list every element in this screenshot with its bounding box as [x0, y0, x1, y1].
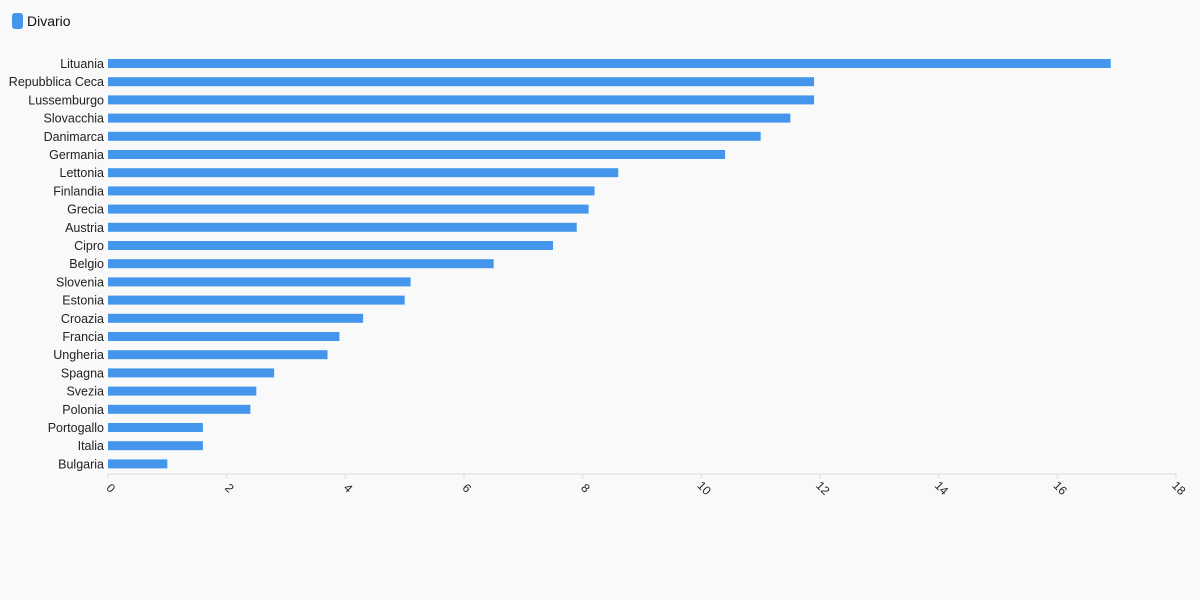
x-tick-label: 2: [222, 481, 237, 496]
bar[interactable]: [108, 113, 791, 123]
legend-swatch: [12, 13, 23, 29]
category-label: Cipro: [74, 239, 104, 253]
bar[interactable]: [108, 259, 494, 269]
bar[interactable]: [108, 386, 257, 396]
x-tick-label: 14: [932, 478, 952, 498]
bar[interactable]: [108, 77, 815, 87]
category-label: Croazia: [61, 312, 104, 326]
bar[interactable]: [108, 204, 589, 214]
category-label: Polonia: [62, 403, 104, 417]
category-label: Danimarca: [44, 130, 104, 144]
bar[interactable]: [108, 95, 815, 105]
category-label: Lussemburgo: [28, 93, 104, 107]
bar[interactable]: [108, 441, 203, 451]
bar[interactable]: [108, 241, 553, 250]
bar[interactable]: [108, 368, 275, 378]
category-label: Bulgaria: [58, 457, 104, 471]
category-label: Repubblica Ceca: [9, 75, 104, 89]
category-label: Italia: [78, 439, 104, 453]
x-tick-label: 4: [341, 481, 356, 496]
category-label: Austria: [65, 221, 104, 235]
category-label: Grecia: [67, 203, 104, 217]
bar[interactable]: [108, 150, 726, 159]
category-label: Finlandia: [53, 184, 104, 198]
bar[interactable]: [108, 423, 203, 432]
legend[interactable]: Divario: [12, 13, 71, 29]
bar[interactable]: [108, 350, 328, 360]
bar[interactable]: [108, 186, 595, 196]
category-label: Francia: [62, 330, 104, 344]
bar[interactable]: [108, 222, 577, 232]
category-label: Slovacchia: [44, 112, 104, 126]
bar[interactable]: [108, 59, 1111, 68]
bar[interactable]: [108, 295, 405, 305]
legend-label: Divario: [27, 13, 71, 29]
category-label: Estonia: [62, 294, 104, 308]
category-label: Portogallo: [48, 421, 104, 435]
x-tick-label: 16: [1050, 478, 1070, 498]
category-label: Germania: [49, 148, 104, 162]
bar[interactable]: [108, 404, 251, 414]
category-label: Lettonia: [60, 166, 105, 180]
category-label: Svezia: [66, 385, 104, 399]
bar[interactable]: [108, 131, 761, 141]
category-label: Spagna: [61, 366, 104, 380]
x-tick-label: 18: [1169, 478, 1189, 498]
bar[interactable]: [108, 168, 619, 178]
category-label: Ungheria: [53, 348, 104, 362]
x-tick-label: 0: [104, 481, 119, 496]
x-tick-label: 6: [460, 481, 475, 496]
category-label: Belgio: [69, 257, 104, 271]
category-label: Slovenia: [56, 275, 104, 289]
bar[interactable]: [108, 313, 364, 323]
bar[interactable]: [108, 277, 411, 287]
bar[interactable]: [108, 459, 168, 469]
x-tick-label: 8: [578, 481, 593, 496]
category-label: Lituania: [60, 57, 104, 71]
bar[interactable]: [108, 332, 340, 341]
x-tick-label: 10: [694, 478, 714, 498]
x-tick-label: 12: [813, 478, 833, 498]
